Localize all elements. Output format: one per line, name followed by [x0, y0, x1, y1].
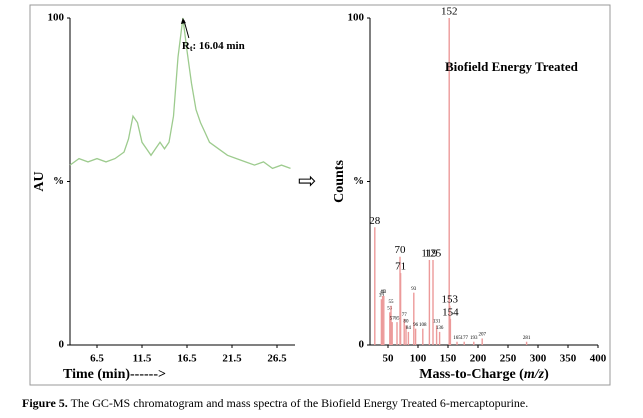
y-axis-label: Counts [332, 160, 347, 203]
peak-label: 207 [478, 333, 486, 338]
peak-label: 193 [470, 336, 478, 341]
annotation: Rt: 16.04 min [182, 40, 245, 53]
annotation-part: t [190, 44, 193, 53]
peak-label: 70 [395, 244, 407, 256]
peak-label: 71 [395, 261, 406, 273]
annotation-part: : 16.04 min [192, 40, 244, 52]
y-tick-label: 100 [48, 12, 65, 24]
y-axis-label: AU [32, 171, 47, 191]
peak-label: 77 [402, 313, 408, 318]
peak-label: 28 [369, 215, 381, 227]
x-tick-label: 200 [470, 353, 487, 365]
x-tick-label: 250 [500, 353, 517, 365]
peak-label: 131 [433, 320, 441, 325]
y-tick-label: 0 [359, 339, 365, 351]
arrow-icon: ⇨ [298, 168, 316, 193]
peak-label: 55 [389, 300, 395, 305]
peak-label: 96 [413, 323, 419, 328]
x-tick-label: 16.5 [177, 353, 197, 365]
x-tick-label: 21.5 [222, 353, 242, 365]
peak-label: 154 [442, 306, 459, 318]
peak-label: 43 [381, 290, 387, 295]
x-tick-label: 50 [383, 353, 395, 365]
caption-label: Figure 5. [22, 396, 68, 410]
x-tick-label: 11.5 [133, 353, 152, 365]
x-axis-label: Time (min)------> [63, 367, 166, 382]
peak-label: 152 [441, 6, 458, 18]
x-tick-label: 100 [410, 353, 427, 365]
peak-label: 136 [436, 326, 444, 331]
peak-label: 39 [379, 293, 385, 298]
peak-label: 80 [404, 320, 410, 325]
peak-label: 57 [390, 316, 396, 321]
x-tick-label: 400 [590, 353, 607, 365]
peak-label: 108 [419, 323, 427, 328]
annotation-arrowhead [180, 18, 186, 24]
peak-label: 165 [453, 336, 461, 341]
peak-label: 281 [523, 336, 531, 341]
peak-label: 53 [387, 306, 393, 311]
peak-label: 65 [395, 316, 401, 321]
x-axis-label-part: m/z [524, 367, 545, 382]
x-tick-label: 300 [530, 353, 547, 365]
peak-label: 41 [380, 290, 386, 295]
y-tick-label: % [353, 175, 364, 187]
x-axis-label-part: Mass-to-Charge ( [419, 367, 524, 382]
figure-frame [29, 4, 611, 386]
peak-label: 119 [421, 248, 438, 260]
x-tick-label: 150 [440, 353, 457, 365]
x-axis-label-part: ) [544, 367, 549, 382]
peak-label: 93 [411, 287, 417, 292]
y-tick-label: 0 [59, 339, 65, 351]
x-tick-label: 26.5 [267, 353, 287, 365]
caption-text: The GC-MS chromatogram and mass spectra … [68, 396, 528, 410]
x-tick-label: 6.5 [90, 353, 104, 365]
x-tick-label: 350 [560, 353, 577, 365]
annotation-part: R [182, 40, 191, 52]
caption: Figure 5. The GC-MS chromatogram and mas… [22, 396, 528, 410]
annotation: Biofield Energy Treated [445, 59, 579, 74]
peak-label: 153 [442, 293, 459, 305]
peak-label: 84 [406, 326, 412, 331]
peak-label: 177 [460, 336, 468, 341]
peak-label: 125 [425, 248, 442, 260]
y-tick-label: % [53, 175, 64, 187]
y-tick-label: 100 [348, 12, 365, 24]
x-axis-label: Mass-to-Charge (m/z) [419, 367, 549, 382]
chromatogram-line [69, 17, 291, 170]
